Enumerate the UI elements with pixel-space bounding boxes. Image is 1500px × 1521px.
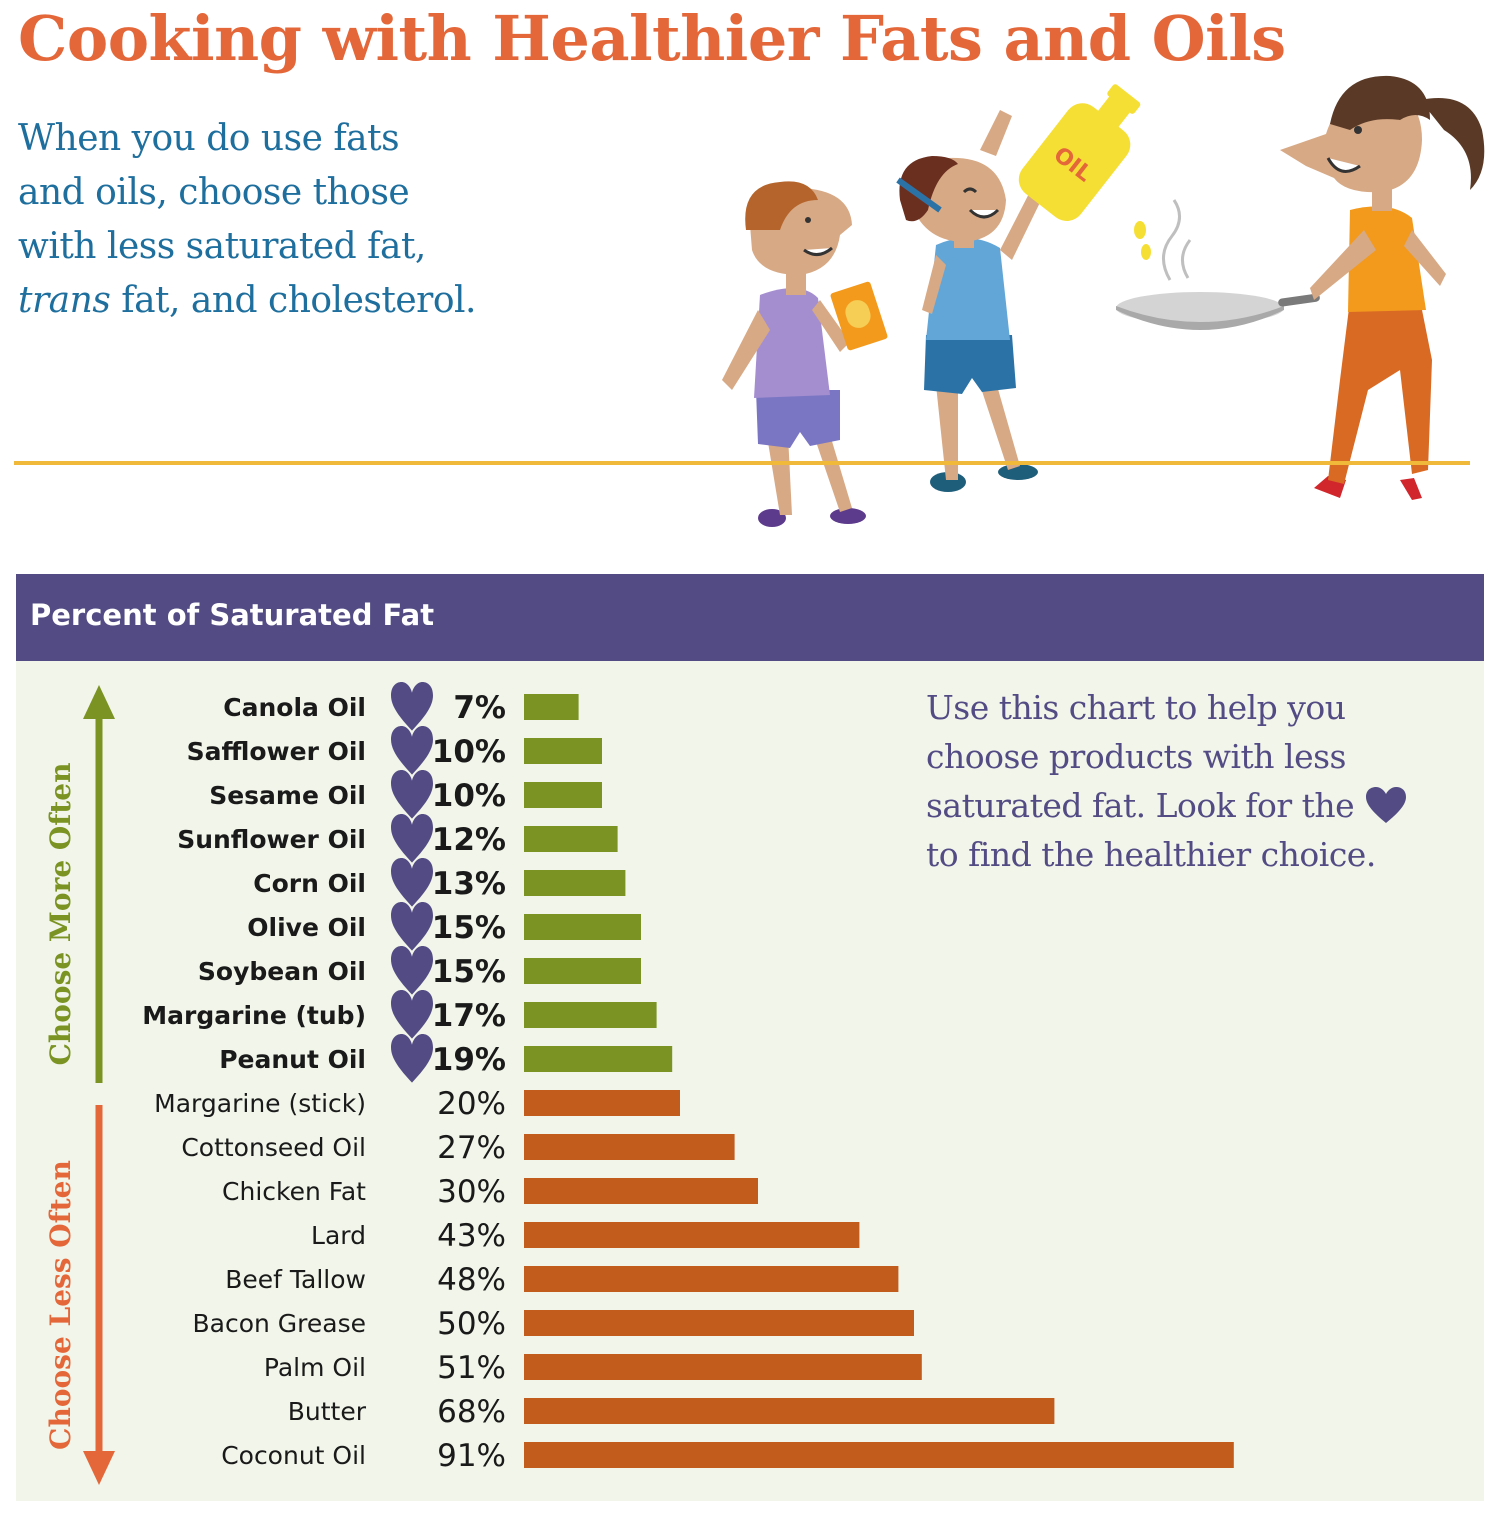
- woman-figure: [1280, 75, 1485, 500]
- category-label-palm-oil: Palm Oil: [264, 1353, 366, 1382]
- choose-more-often-label: Choose More Often: [44, 763, 77, 1066]
- bar-coconut-oil: [524, 1442, 1234, 1468]
- category-label-beef-tallow: Beef Tallow: [225, 1265, 366, 1294]
- value-label-margarine-stick: 20%: [437, 1086, 506, 1122]
- bar-corn-oil: [524, 870, 626, 896]
- more-often-arrow-head: [83, 685, 115, 719]
- intro-line-1: When you do use fats: [18, 118, 400, 159]
- category-label-chicken-fat: Chicken Fat: [222, 1177, 366, 1206]
- category-label-corn-oil: Corn Oil: [253, 869, 366, 898]
- category-label-lard: Lard: [311, 1221, 366, 1250]
- category-label-margarine-tub: Margarine (tub): [142, 1001, 366, 1030]
- value-label-soybean-oil: 15%: [432, 954, 506, 990]
- bar-soybean-oil: [524, 958, 641, 984]
- bar-margarine-stick: [524, 1090, 680, 1116]
- value-label-bacon-grease: 50%: [437, 1306, 506, 1342]
- choose-less-often-label: Choose Less Often: [44, 1160, 77, 1450]
- heart-icon: [391, 726, 433, 775]
- heart-icon: [391, 902, 433, 951]
- heart-icon: [391, 946, 433, 995]
- category-label-butter: Butter: [288, 1397, 367, 1426]
- chart-header-bar: Percent of Saturated Fat: [16, 574, 1484, 661]
- bar-chicken-fat: [524, 1178, 758, 1204]
- page-title: Cooking with Healthier Fats and Oils: [18, 2, 1286, 75]
- bar-cottonseed-oil: [524, 1134, 735, 1160]
- value-label-chicken-fat: 30%: [437, 1174, 506, 1210]
- heart-icon: [391, 682, 433, 731]
- category-label-canola-oil: Canola Oil: [223, 693, 366, 722]
- heart-icon: [391, 814, 433, 863]
- value-label-cottonseed-oil: 27%: [437, 1130, 506, 1166]
- bar-margarine-tub: [524, 1002, 657, 1028]
- category-label-safflower-oil: Safflower Oil: [187, 737, 366, 766]
- category-label-sesame-oil: Sesame Oil: [209, 781, 366, 810]
- bar-sunflower-oil: [524, 826, 618, 852]
- cooking-family-illustration: OIL: [722, 75, 1485, 527]
- boy-figure: [722, 181, 888, 527]
- intro-line-3: with less saturated fat,: [18, 226, 426, 267]
- heart-icon: [391, 990, 433, 1039]
- value-label-butter: 68%: [437, 1394, 506, 1430]
- less-often-arrow-head: [83, 1451, 115, 1485]
- intro-line-4-rest: fat, and cholesterol.: [110, 280, 476, 321]
- category-label-soybean-oil: Soybean Oil: [198, 957, 366, 986]
- bar-safflower-oil: [524, 738, 602, 764]
- category-label-sunflower-oil: Sunflower Oil: [177, 825, 366, 854]
- value-label-beef-tallow: 48%: [437, 1262, 506, 1298]
- category-label-bacon-grease: Bacon Grease: [192, 1309, 366, 1338]
- chart-title: Percent of Saturated Fat: [30, 598, 435, 632]
- bar-canola-oil: [524, 694, 579, 720]
- value-label-margarine-tub: 17%: [432, 998, 506, 1034]
- heart-icon: [391, 770, 433, 819]
- category-label-peanut-oil: Peanut Oil: [219, 1045, 366, 1074]
- value-label-lard: 43%: [437, 1218, 506, 1254]
- value-label-olive-oil: 15%: [432, 910, 506, 946]
- floor-divider: [14, 461, 1470, 465]
- bar-butter: [524, 1398, 1055, 1424]
- saturated-fat-chart: Canola Oil 7% Safflower Oil 10% Sesame Oil 10…: [44, 682, 1234, 1485]
- bar-olive-oil: [524, 914, 641, 940]
- bar-beef-tallow: [524, 1266, 899, 1292]
- intro-text: When you do use fats and oils, choose th…: [18, 112, 578, 328]
- value-label-corn-oil: 13%: [432, 866, 506, 902]
- heart-icon: [391, 858, 433, 907]
- value-label-safflower-oil: 10%: [432, 734, 506, 770]
- value-label-sesame-oil: 10%: [432, 778, 506, 814]
- category-label-cottonseed-oil: Cottonseed Oil: [181, 1133, 366, 1162]
- frying-pan: [1116, 199, 1320, 330]
- bar-sesame-oil: [524, 782, 602, 808]
- value-label-coconut-oil: 91%: [437, 1438, 506, 1474]
- side-note-text-end: to find the healthier choice.: [926, 835, 1376, 874]
- category-label-olive-oil: Olive Oil: [247, 913, 366, 942]
- heart-icon: [391, 1034, 433, 1083]
- bar-lard: [524, 1222, 860, 1248]
- intro-line-2: and oils, choose those: [18, 172, 410, 213]
- value-label-sunflower-oil: 12%: [432, 822, 506, 858]
- bar-palm-oil: [524, 1354, 922, 1380]
- category-label-margarine-stick: Margarine (stick): [154, 1089, 366, 1118]
- value-label-canola-oil: 7%: [453, 690, 506, 726]
- value-label-palm-oil: 51%: [437, 1350, 506, 1386]
- intro-line-4: trans fat, and cholesterol.: [18, 274, 578, 328]
- chart-side-note: Use this chart to help you choose produc…: [926, 683, 1446, 879]
- chart-panel: Canola Oil 7% Safflower Oil 10% Sesame Oil 10…: [16, 661, 1484, 1501]
- bar-bacon-grease: [524, 1310, 914, 1336]
- bar-peanut-oil: [524, 1046, 673, 1072]
- heart-icon: [1366, 787, 1407, 823]
- category-label-coconut-oil: Coconut Oil: [221, 1441, 366, 1470]
- girl-figure: OIL: [896, 84, 1151, 492]
- value-label-peanut-oil: 19%: [432, 1042, 506, 1078]
- intro-trans-word: trans: [18, 280, 111, 321]
- side-note-text: Use this chart to help you choose produc…: [926, 688, 1355, 825]
